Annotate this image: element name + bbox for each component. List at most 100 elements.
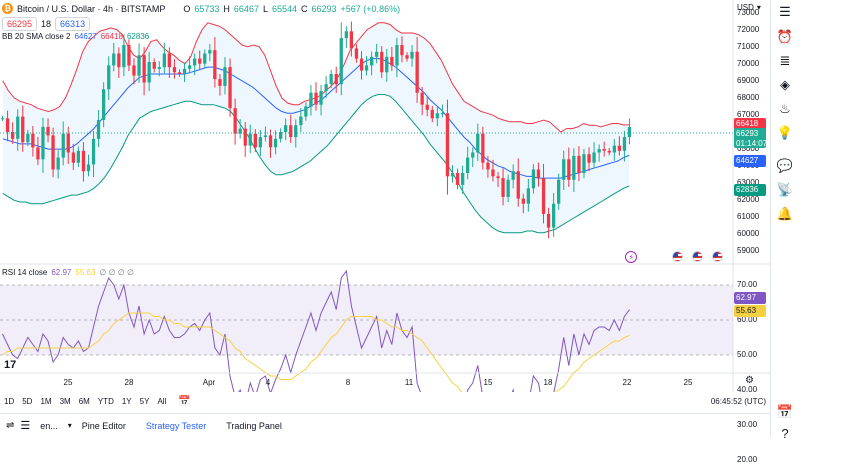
tab-screener[interactable]: en... xyxy=(40,420,58,431)
candle-body xyxy=(466,157,470,173)
open-label: O xyxy=(183,3,191,14)
rsi-legend[interactable]: RSI 14 close 62.97 55.63 ∅ ∅ ∅ ∅ xyxy=(2,268,134,277)
timeframe-button[interactable]: All xyxy=(157,396,167,406)
bid-button[interactable]: 66295 xyxy=(2,17,38,31)
last-price-tag: 66293 01:14:07 xyxy=(734,128,767,148)
timeframe-button[interactable]: 1D xyxy=(4,396,15,406)
candle-body xyxy=(142,55,146,83)
time-axis-label: 18 xyxy=(543,378,553,387)
candle-body xyxy=(137,55,141,76)
price-axis-label: 67000 xyxy=(737,109,760,119)
ask-button[interactable]: 66313 xyxy=(55,17,91,31)
chevron-down-icon[interactable]: ▾ xyxy=(67,421,72,430)
layers-icon[interactable]: ◈ xyxy=(780,77,790,92)
chevron-down-icon: ▾ xyxy=(756,3,761,12)
timeframe-toolbar: 1D 5D 1M 3M 6M YTD 1Y 5Y All 📅 06:45:52 (UTC) xyxy=(0,392,770,410)
candle-body xyxy=(587,154,591,163)
timeframe-button[interactable]: 1Y xyxy=(121,396,132,406)
candle-body xyxy=(501,178,505,197)
candle-body xyxy=(258,137,262,148)
candle-body xyxy=(66,133,70,153)
candle-body xyxy=(253,133,257,148)
candle-body xyxy=(390,56,394,66)
calendar-icon[interactable]: 📅 xyxy=(178,395,191,407)
economic-event-us-flag-icon[interactable] xyxy=(672,251,683,262)
candle-body xyxy=(506,179,510,197)
time-axis-label: 8 xyxy=(345,378,351,387)
event-lightning-icon[interactable] xyxy=(625,251,637,263)
candle-body xyxy=(612,145,616,153)
candle-body xyxy=(213,50,217,80)
symbol-legend: ₿ Bitcoin / U.S. Dollar · 4h · BITSTAMP … xyxy=(2,3,400,14)
candle-body xyxy=(122,45,126,68)
timeframe-button[interactable]: 5Y xyxy=(139,396,150,406)
settings-gear-icon[interactable]: ⚙ xyxy=(745,375,754,386)
hide-panel-icon[interactable]: ⇌ xyxy=(6,420,15,431)
price-axis-label: 65000 xyxy=(737,144,760,154)
bb-label: BB 20 SMA close 2 xyxy=(2,32,71,41)
currency-selector[interactable]: USD ▾ xyxy=(737,3,761,12)
price-axis-label: 61000 xyxy=(737,212,760,222)
rsi-axis-label: 20.00 xyxy=(737,455,758,464)
candle-body xyxy=(182,68,187,74)
svg-text:⚡: ⚡ xyxy=(629,253,635,262)
symbol-title[interactable]: Bitcoin / U.S. Dollar · 4h · BITSTAMP xyxy=(17,3,166,14)
hotlist-fire-icon[interactable]: ♨ xyxy=(779,101,791,116)
candle-body xyxy=(11,132,15,139)
candle-body xyxy=(385,56,389,73)
clock[interactable]: 06:45:52 (UTC) xyxy=(710,396,766,406)
candle-body xyxy=(410,51,414,59)
candle-body xyxy=(557,179,561,204)
time-axis-label: Apr xyxy=(202,378,216,387)
candle-body xyxy=(521,198,525,204)
candle-body xyxy=(450,173,455,177)
price-axis-label: 71000 xyxy=(737,41,760,51)
time-axis-label: 28 xyxy=(124,378,134,387)
candle-body xyxy=(486,162,490,170)
tab-strategy-tester[interactable]: Strategy Tester xyxy=(145,420,207,431)
candle-body xyxy=(284,125,288,132)
timeframe-button[interactable]: YTD xyxy=(97,396,114,406)
bb-legend[interactable]: BB 20 SMA close 2 64627 66418 62836 xyxy=(2,32,149,41)
timeframe-button[interactable]: 1M xyxy=(40,396,52,406)
candles-group xyxy=(0,21,632,239)
candle-body xyxy=(425,104,429,110)
broadcast-icon[interactable]: 📡 xyxy=(776,182,794,197)
economic-event-us-flag-icon[interactable] xyxy=(712,251,723,262)
help-question-icon[interactable]: ? xyxy=(781,425,789,441)
price-chart[interactable]: 17 ⚡ xyxy=(0,0,770,392)
timeframe-button[interactable]: 6M xyxy=(78,396,90,406)
price-axis-label: 63000 xyxy=(737,178,760,188)
notification-bell-icon[interactable]: 🔔 xyxy=(776,206,794,221)
candle-body xyxy=(354,48,359,59)
economic-event-us-flag-icon[interactable] xyxy=(692,251,703,262)
data-window-icon[interactable]: ≣ xyxy=(779,53,791,68)
candle-body xyxy=(147,62,151,83)
rsi-axis-label: 60.00 xyxy=(737,315,758,324)
calendar-icon[interactable]: 📅 xyxy=(776,404,794,419)
timeframe-button[interactable]: 3M xyxy=(59,396,71,406)
tab-pine-editor[interactable]: Pine Editor xyxy=(81,420,126,431)
rsi-axis-label: 70.00 xyxy=(737,280,758,289)
tab-trading-panel[interactable]: Trading Panel xyxy=(226,420,282,431)
candle-body xyxy=(344,31,348,39)
chat-icon[interactable]: 💬 xyxy=(776,158,794,173)
candle-body xyxy=(329,74,333,85)
candle-body xyxy=(152,62,156,69)
bb-upper-tag: 66418 xyxy=(734,118,766,130)
ideas-bulb-icon[interactable]: 💡 xyxy=(776,125,794,140)
candle-body xyxy=(324,84,328,91)
candle-body xyxy=(61,133,65,158)
alert-clock-icon[interactable]: ⏰ xyxy=(776,29,794,44)
menu-icon[interactable]: ☰ xyxy=(20,420,31,432)
candle-body xyxy=(420,92,424,105)
watchlist-icon[interactable]: ☰ xyxy=(779,4,791,19)
timeframe-button[interactable]: 5D xyxy=(22,396,33,406)
candle-body xyxy=(81,150,86,172)
candle-body xyxy=(334,74,338,85)
candle-body xyxy=(400,45,404,56)
candle-body xyxy=(127,45,131,66)
candle-body xyxy=(471,152,475,158)
candle-body xyxy=(193,58,197,66)
price-axis-label: 68000 xyxy=(737,92,760,102)
